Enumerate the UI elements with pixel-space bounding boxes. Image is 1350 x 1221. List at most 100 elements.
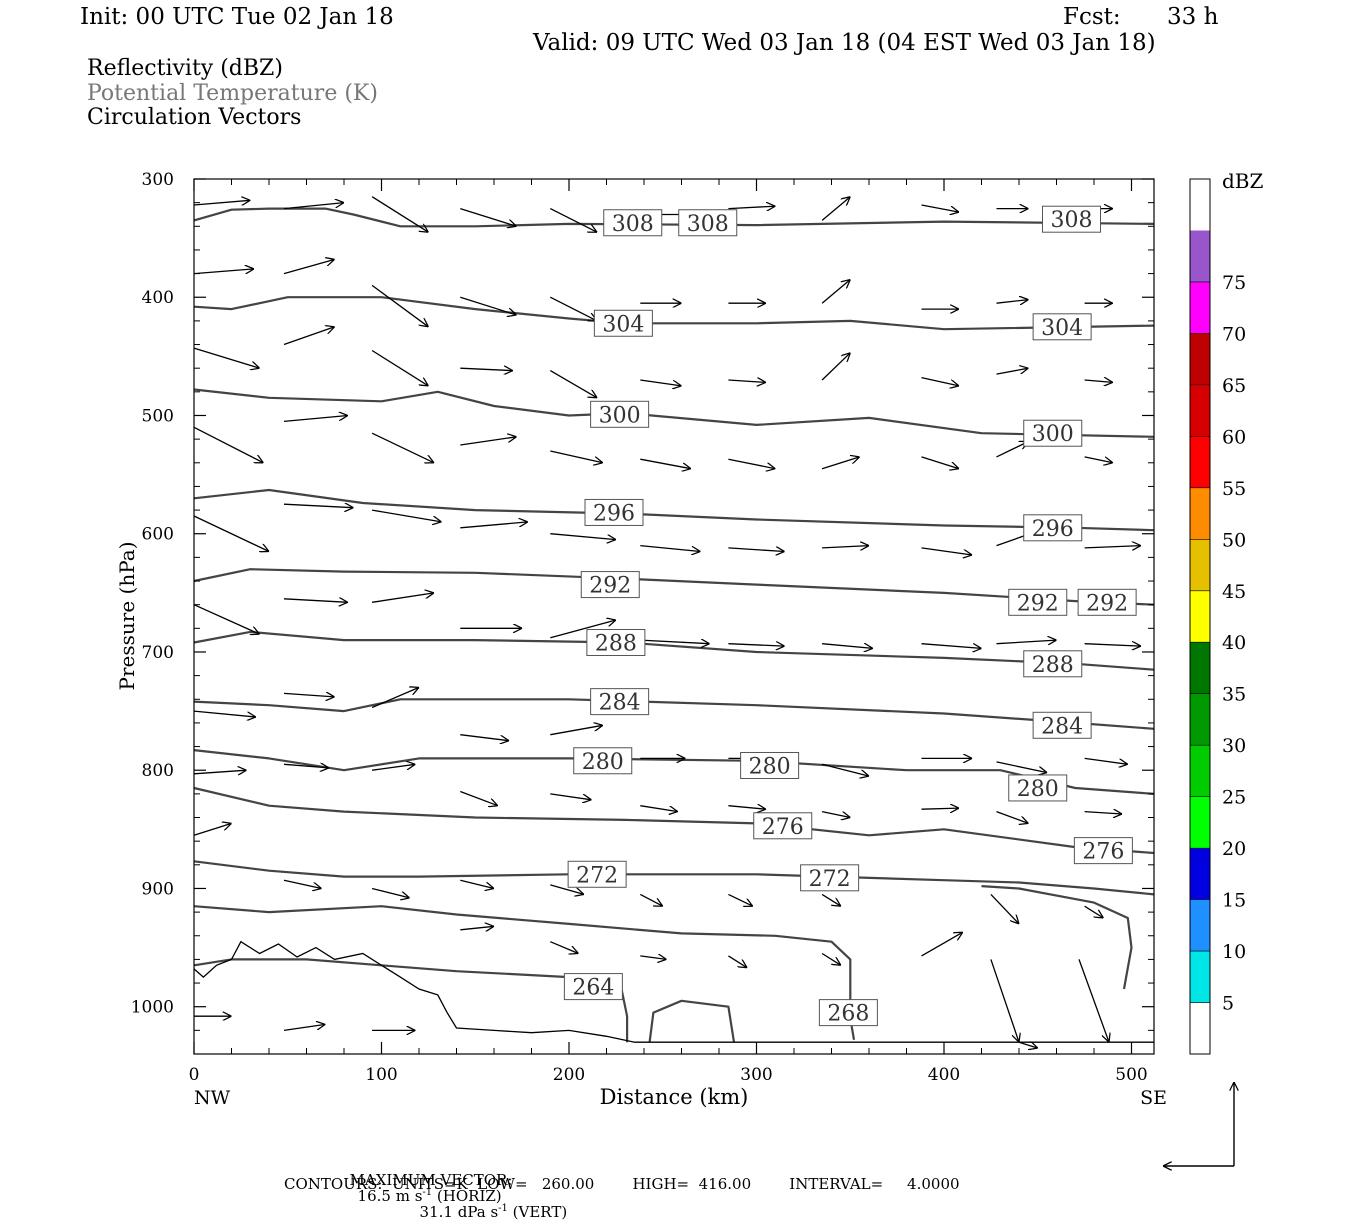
circulation-vector — [921, 547, 973, 555]
colorbar-unit: dBZ — [1222, 169, 1264, 193]
colorbar-label: 15 — [1222, 890, 1246, 912]
theta-contour-300-2 — [193, 388, 1155, 438]
y-tick-label: 1000 — [131, 998, 174, 1018]
svg-text:276: 276 — [1082, 840, 1124, 865]
circulation-vector — [728, 206, 775, 208]
colorbar-label: 65 — [1222, 375, 1246, 397]
circulation-vector — [728, 548, 784, 552]
circulation-vector — [460, 926, 494, 930]
theta-contour-264-13 — [648, 999, 736, 1043]
circulation-vector — [283, 693, 335, 697]
contour-label-304: 304 — [593, 309, 653, 337]
colorbar-segment — [1190, 179, 1210, 231]
theta-contour-288-5 — [193, 630, 1155, 671]
contours-info: CONTOURS: UNITS=K LOW= 260.00 HIGH= 416.… — [284, 1175, 960, 1193]
svg-text:296: 296 — [593, 501, 635, 526]
y-tick-label: 500 — [142, 406, 174, 426]
colorbar-label: 45 — [1222, 581, 1246, 603]
circulation-vector — [640, 956, 666, 960]
theta-contour-264-12 — [193, 958, 629, 1043]
circulation-vector — [821, 893, 841, 906]
circulation-vector — [460, 207, 516, 227]
svg-text:292: 292 — [1086, 591, 1128, 616]
x-tick-label: 200 — [553, 1065, 585, 1085]
circulation-vector — [1084, 757, 1128, 764]
circulation-vector — [1084, 905, 1104, 918]
theta-contour-276-8 — [193, 786, 1155, 855]
x-axis: 0 100 200 300 400 500 — [189, 179, 1148, 1085]
svg-text:300: 300 — [1032, 422, 1074, 447]
circulation-vector — [921, 376, 960, 386]
circulation-vector — [371, 196, 428, 233]
terrain-contour — [193, 940, 1154, 1043]
x-tick-label: 400 — [928, 1065, 960, 1085]
contour-label-296: 296 — [1023, 514, 1083, 542]
contour-label-280: 280 — [1008, 774, 1068, 802]
colorbar: 5 10 15 20 25 30 35 40 45 50 55 60 65 70 75 — [1189, 178, 1246, 1055]
field-circulation-vectors: Circulation Vectors — [87, 105, 302, 130]
contour-label-288: 288 — [586, 629, 646, 657]
circulation-vector — [821, 763, 869, 776]
circulation-vector — [821, 810, 850, 818]
circulation-vector — [921, 204, 960, 212]
circulation-vector — [372, 593, 434, 603]
circulation-vector — [639, 893, 663, 906]
circulation-vector — [193, 515, 269, 552]
colorbar-segment — [1190, 281, 1210, 334]
circulation-vector — [193, 823, 232, 836]
x-tick-label: 100 — [365, 1065, 397, 1085]
circulation-vector — [822, 643, 873, 649]
svg-text:272: 272 — [576, 863, 618, 888]
circulation-vector — [550, 296, 597, 321]
x-tick-label: 500 — [1115, 1065, 1147, 1085]
contour-label-292: 292 — [1077, 588, 1137, 616]
circulation-vector — [550, 533, 616, 540]
circulation-vector — [728, 380, 766, 382]
colorbar-segment — [1190, 796, 1210, 849]
colorbar-segment — [1190, 951, 1210, 1003]
theta-contour-268-11 — [981, 885, 1133, 990]
contour-label-300: 300 — [1023, 419, 1083, 447]
circulation-vector — [283, 1024, 325, 1032]
circulation-vector — [460, 296, 516, 315]
y-axis-label: Pressure (hPa) — [115, 542, 139, 691]
svg-text:304: 304 — [1041, 316, 1083, 341]
x-axis-label: Distance (km) — [600, 1085, 749, 1109]
circulation-vector — [460, 522, 528, 529]
theta-contour-268-10 — [193, 905, 856, 1040]
colorbar-label: 75 — [1222, 272, 1246, 294]
circulation-vector — [640, 544, 700, 552]
circulation-vector — [283, 764, 329, 768]
theta-contour-304-1 — [193, 296, 1155, 331]
circulation-vector — [996, 442, 1029, 458]
x-endpoint-nw: NW — [194, 1087, 231, 1109]
svg-text:300: 300 — [599, 403, 641, 428]
svg-text:296: 296 — [1032, 517, 1074, 542]
max-vector-label: MAXIMUM VECTOR: — [349, 1171, 513, 1189]
svg-text:268: 268 — [827, 1002, 869, 1027]
init-time: Init: 00 UTC Tue 02 Jan 18 — [80, 4, 394, 30]
circulation-vector — [283, 203, 344, 210]
svg-text:284: 284 — [1041, 714, 1083, 739]
contour-labels: 308 308 308 304 304 300 300 296 296 292 292 292 288 2… — [563, 205, 1137, 1027]
valid-time: Valid: 09 UTC Wed 03 Jan 18 (04 EST Wed … — [533, 30, 1156, 56]
theta-contour-272-9 — [193, 860, 1155, 896]
colorbar-segment — [1190, 333, 1210, 385]
circulation-vector — [640, 805, 678, 812]
colorbar-segment — [1190, 539, 1210, 591]
contour-label-288: 288 — [1023, 650, 1083, 678]
circulation-vector — [821, 457, 860, 470]
forecast-label: Fcst: — [1063, 4, 1121, 30]
max-vert-value: 31.1 dPa s-1 (VERT) — [419, 1203, 568, 1221]
circulation-vector — [371, 687, 419, 709]
circulation-vector — [1084, 380, 1113, 382]
svg-text:276: 276 — [762, 815, 804, 840]
circulation-vector — [460, 368, 513, 370]
svg-text:288: 288 — [1032, 653, 1074, 678]
circulation-vector — [996, 368, 1029, 375]
colorbar-segment — [1190, 693, 1210, 746]
circulation-vector — [921, 643, 982, 649]
circulation-vector — [728, 806, 766, 810]
circulation-vector — [550, 450, 603, 463]
